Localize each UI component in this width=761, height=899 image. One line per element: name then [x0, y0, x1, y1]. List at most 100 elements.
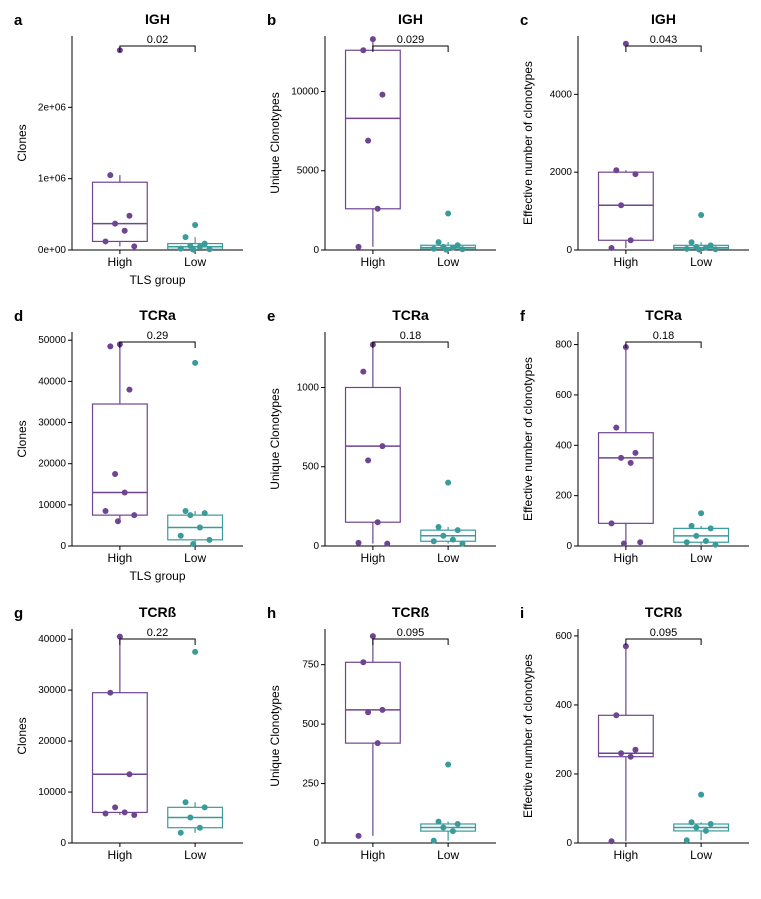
y-axis-label: Clones: [15, 421, 29, 458]
panel-a: a IGH 0e+00 1e+06 2e+06 High Low TLS group Clone…: [10, 10, 253, 296]
p-value: 0.095: [650, 627, 678, 639]
svg-text:1000: 1000: [297, 383, 320, 394]
panel-b: b IGH 0 5000 10000 High Low Unique Clonotypes 0.…: [263, 10, 506, 296]
svg-text:Low: Low: [184, 551, 206, 565]
svg-text:0: 0: [60, 838, 66, 849]
svg-text:High: High: [108, 551, 133, 565]
svg-text:Low: Low: [690, 848, 712, 862]
panel-f: f TCRa 0 200 400 600 800 High Low Effective numbe…: [516, 306, 759, 592]
svg-text:2000: 2000: [550, 167, 573, 178]
p-value: 0.02: [147, 34, 168, 46]
x-axis-label: TLS group: [129, 273, 185, 287]
svg-text:250: 250: [302, 778, 319, 789]
y-axis-label: Effective number of clonotypes: [521, 61, 535, 225]
svg-text:High: High: [614, 551, 639, 565]
svg-text:200: 200: [555, 769, 572, 780]
svg-text:600: 600: [555, 631, 572, 642]
svg-text:400: 400: [555, 441, 572, 452]
panel-letter: d: [14, 308, 23, 325]
svg-text:10000: 10000: [38, 500, 66, 511]
panel-letter: e: [267, 308, 275, 325]
panel-title: TCRß: [392, 604, 430, 620]
svg-text:0: 0: [313, 245, 319, 256]
panel-title: IGH: [651, 11, 676, 27]
svg-text:1e+06: 1e+06: [38, 174, 67, 185]
panel-letter: b: [267, 12, 276, 29]
svg-text:400: 400: [555, 700, 572, 711]
panel-c: c IGH 0 2000 4000 High Low Effective number of …: [516, 10, 759, 296]
y-axis-label: Clones: [15, 124, 29, 161]
panel-letter: g: [14, 605, 23, 622]
svg-text:Low: Low: [437, 551, 459, 565]
svg-text:Low: Low: [437, 255, 459, 269]
svg-text:High: High: [108, 848, 133, 862]
svg-text:500: 500: [302, 719, 319, 730]
svg-text:500: 500: [302, 462, 319, 473]
y-axis-label: Unique Clonotypes: [268, 92, 282, 193]
svg-text:0: 0: [566, 541, 572, 552]
y-axis-label: Unique Clonotypes: [268, 685, 282, 786]
panel-g: g TCRß 0 10000 20000 30000 40000 High Low Clones 0…: [10, 603, 253, 889]
svg-text:High: High: [614, 255, 639, 269]
svg-text:0: 0: [566, 245, 572, 256]
y-axis-label: Effective number of clonotypes: [521, 357, 535, 521]
panel-letter: c: [520, 12, 528, 29]
svg-text:High: High: [361, 848, 386, 862]
svg-text:Low: Low: [690, 255, 712, 269]
panel-title: TCRß: [139, 604, 177, 620]
y-axis-label: Clones: [15, 717, 29, 754]
panel-title: IGH: [145, 11, 170, 27]
svg-text:Low: Low: [184, 848, 206, 862]
p-value: 0.043: [650, 34, 678, 46]
svg-text:200: 200: [555, 491, 572, 502]
svg-text:0: 0: [60, 541, 66, 552]
svg-text:50000: 50000: [38, 336, 66, 347]
panel-title: IGH: [398, 11, 423, 27]
svg-text:20000: 20000: [38, 459, 66, 470]
panel-h: h TCRß 0 250 500 750 High Low Unique Clonotypes 0…: [263, 603, 506, 889]
panel-letter: f: [520, 308, 525, 325]
svg-text:10000: 10000: [291, 86, 319, 97]
svg-text:20000: 20000: [38, 736, 66, 747]
svg-text:0: 0: [313, 541, 319, 552]
svg-text:Low: Low: [437, 848, 459, 862]
panel-e: e TCRa 0 500 1000 High Low Unique Clonotypes 0.1…: [263, 306, 506, 592]
panel-title: TCRa: [139, 307, 176, 323]
p-value: 0.095: [397, 627, 425, 639]
svg-text:Low: Low: [184, 255, 206, 269]
svg-text:High: High: [361, 551, 386, 565]
svg-text:800: 800: [555, 340, 572, 351]
y-axis-label: Effective number of clonotypes: [521, 654, 535, 818]
svg-text:40000: 40000: [38, 377, 66, 388]
y-axis-label: Unique Clonotypes: [268, 389, 282, 490]
svg-text:0: 0: [313, 838, 319, 849]
p-value: 0.18: [653, 330, 674, 342]
panel-title: TCRß: [645, 604, 683, 620]
svg-text:0: 0: [566, 838, 572, 849]
svg-text:2e+06: 2e+06: [38, 102, 67, 113]
panel-title: TCRa: [392, 307, 429, 323]
p-value: 0.029: [397, 34, 425, 46]
panel-d: d TCRa 0 10000 20000 30000 40000 50000 High Low TL…: [10, 306, 253, 592]
svg-text:High: High: [361, 255, 386, 269]
svg-text:0e+00: 0e+00: [38, 245, 67, 256]
panel-letter: a: [14, 12, 22, 29]
p-value: 0.18: [400, 330, 421, 342]
x-axis-label: TLS group: [129, 569, 185, 583]
svg-text:30000: 30000: [38, 418, 66, 429]
p-value: 0.22: [147, 627, 168, 639]
panel-letter: h: [267, 605, 276, 622]
panel-i: iTCRß0200400600HighLowEffective number o…: [516, 603, 759, 889]
svg-text:High: High: [108, 255, 133, 269]
panel-letter: i: [520, 605, 524, 622]
p-value: 0.29: [147, 330, 168, 342]
svg-text:40000: 40000: [38, 634, 66, 645]
svg-text:600: 600: [555, 390, 572, 401]
svg-text:30000: 30000: [38, 685, 66, 696]
svg-text:750: 750: [302, 659, 319, 670]
svg-text:5000: 5000: [297, 166, 320, 177]
svg-text:4000: 4000: [550, 89, 573, 100]
svg-text:10000: 10000: [38, 787, 66, 798]
panel-title: TCRa: [645, 307, 682, 323]
svg-text:Low: Low: [690, 551, 712, 565]
